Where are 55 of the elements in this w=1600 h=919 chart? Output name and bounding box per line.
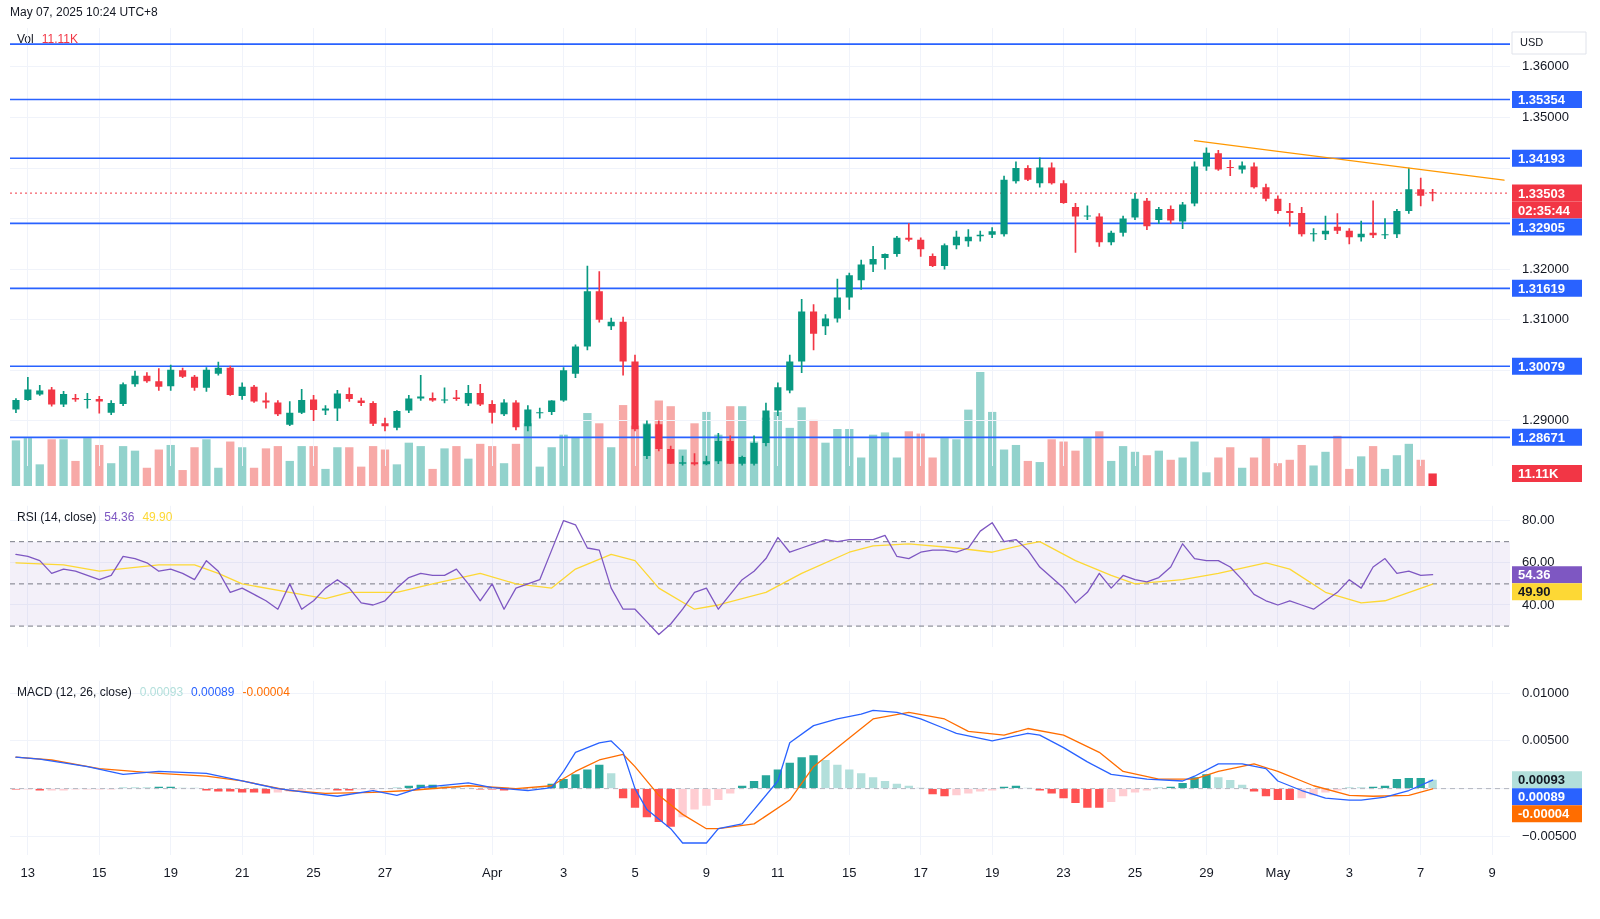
text: -0.00004 <box>1518 806 1570 822</box>
ref-line-label: 1.31619 <box>1518 280 1565 296</box>
annotation: 49.90 <box>142 510 173 525</box>
ref-line-label: 1.28671 <box>1518 429 1565 445</box>
y-tick-label: 1.35000 <box>1522 109 1569 125</box>
x-tick-label: 17 <box>913 864 928 880</box>
y-axis-title: USD <box>1520 36 1544 49</box>
x-tick-label: 25 <box>1127 864 1143 880</box>
y-tick-label: 1.31000 <box>1522 311 1569 327</box>
text: 11.11K <box>41 32 78 47</box>
x-tick-label: 3 <box>559 864 568 880</box>
x-tick-label: 19 <box>163 864 178 880</box>
x-tick-label: May <box>1265 864 1291 880</box>
y-tick-label: 80.00 <box>1522 512 1555 528</box>
y-tick-label: 1.32000 <box>1522 260 1569 276</box>
x-tick-label: Apr <box>482 864 503 880</box>
annotation: 0.00093 <box>139 685 184 700</box>
text: 0.00093 <box>1518 772 1565 788</box>
x-tick-label: 9 <box>1488 864 1496 880</box>
y-tick-label: 1.29000 <box>1522 412 1569 428</box>
x-tick-label: 11 <box>771 864 785 880</box>
y-tick-label: 0.01000 <box>1522 684 1569 700</box>
x-tick-label: 9 <box>702 864 711 880</box>
x-tick-label: 7 <box>1417 864 1425 880</box>
text: 11.11K <box>1518 466 1560 482</box>
x-tick-label: 29 <box>1199 864 1214 880</box>
x-tick-label: 25 <box>306 864 321 880</box>
x-tick-label: 23 <box>1056 864 1071 880</box>
x-tick-label: 5 <box>631 864 639 880</box>
ref-line-label: 1.32905 <box>1518 219 1565 235</box>
y-tick-label: 60.00 <box>1522 554 1555 570</box>
ref-line-label: 1.34193 <box>1518 150 1565 166</box>
chart-title: Vol <box>17 32 34 47</box>
y-tick-label: 1.36000 <box>1522 58 1569 74</box>
annotation: -0.00004 <box>242 685 291 700</box>
chart-title: MACD (12, 26, close) <box>17 685 132 700</box>
x-tick-label: 27 <box>377 864 393 880</box>
text: 0.00089 <box>1518 789 1565 805</box>
text: 54.36 <box>1518 567 1551 583</box>
x-tick-label: 13 <box>20 864 36 880</box>
x-tick-label: 3 <box>1345 864 1353 880</box>
x-tick-label: 15 <box>842 864 857 880</box>
x-tick-label: 15 <box>92 864 107 880</box>
annotation: 0.00089 <box>191 685 235 700</box>
x-tick-label: 19 <box>984 864 1000 880</box>
ref-line-label: 1.35354 <box>1518 92 1566 108</box>
y-tick-label: 0.00500 <box>1522 732 1569 748</box>
annotation: 54.36 <box>104 510 135 525</box>
chart-title: RSI (14, close) <box>17 510 97 525</box>
y-tick-label: −0.00500 <box>1522 827 1577 843</box>
ref-line-label: 1.33503 <box>1518 185 1565 201</box>
text: May 07, 2025 10:24 UTC+8 <box>10 5 159 20</box>
text: 02:35:44 <box>1518 202 1571 218</box>
ref-line-label: 1.30079 <box>1518 358 1565 374</box>
x-tick-label: 21 <box>234 864 250 880</box>
